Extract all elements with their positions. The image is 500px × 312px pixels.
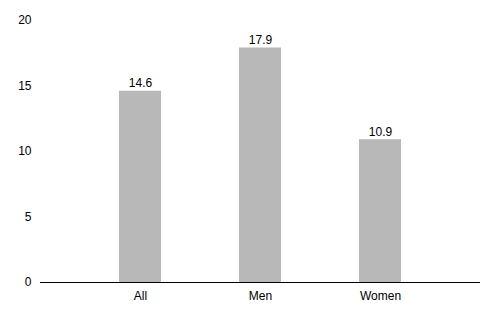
svg-text:0: 0	[25, 275, 32, 289]
svg-text:10.9: 10.9	[369, 125, 393, 139]
svg-text:20: 20	[18, 13, 32, 27]
svg-text:Men: Men	[249, 289, 272, 303]
svg-text:5: 5	[25, 210, 32, 224]
svg-text:10: 10	[18, 144, 32, 158]
svg-text:14.6: 14.6	[129, 76, 153, 90]
svg-text:All: All	[134, 289, 147, 303]
svg-text:17.9: 17.9	[249, 33, 273, 47]
svg-text:15: 15	[18, 79, 32, 93]
svg-text:Women: Women	[360, 289, 401, 303]
